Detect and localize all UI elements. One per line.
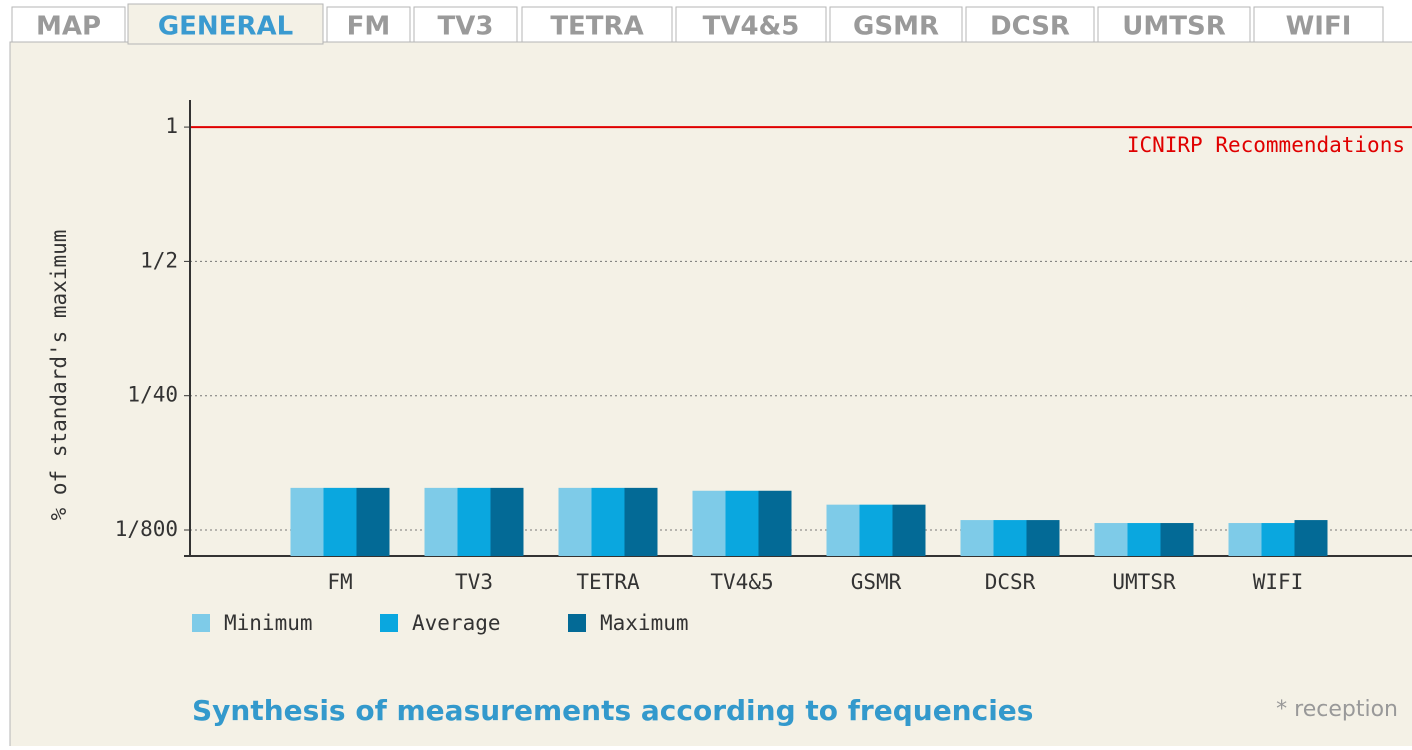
tab[interactable]	[11, 6, 126, 43]
bar	[892, 504, 926, 556]
bar	[356, 487, 390, 556]
bar	[826, 504, 860, 556]
bar	[424, 487, 458, 556]
x-tick-label: TETRA	[576, 570, 640, 594]
x-tick-label: FM	[327, 570, 352, 594]
tab-label[interactable]: TV4&5	[703, 12, 800, 42]
bar	[290, 487, 324, 556]
bar	[1261, 523, 1295, 556]
tab-label[interactable]: WIFI	[1286, 12, 1352, 42]
bar	[624, 487, 658, 556]
x-tick-label: DCSR	[985, 570, 1036, 594]
tab-label[interactable]: TETRA	[550, 12, 643, 42]
x-tick-label: WIFI	[1253, 570, 1304, 594]
x-tick-label: UMTSR	[1112, 570, 1176, 594]
tab[interactable]	[127, 3, 324, 45]
bar	[323, 487, 357, 556]
y-tick-label: 1/2	[140, 248, 178, 272]
tab-label[interactable]: GENERAL	[158, 12, 293, 42]
tab-label[interactable]: FM	[347, 12, 391, 42]
tab-bar: MAP GENERAL FM TV3 TETRA TV4&5 GSMR DCSR UMTSR WI…	[11, 3, 1384, 45]
bar	[1127, 523, 1161, 556]
bar	[558, 487, 592, 556]
bar	[725, 490, 759, 556]
tab[interactable]	[675, 6, 827, 43]
bar	[1094, 523, 1128, 556]
bar	[692, 490, 726, 556]
y-axis-label: % of standard's maximum	[47, 230, 71, 521]
bar	[457, 487, 491, 556]
bar	[490, 487, 524, 556]
legend-swatch	[380, 614, 398, 632]
tab[interactable]	[326, 6, 411, 43]
chart: 1 1/2 1/40 1/800 ICNIRP Recommendations % of …	[47, 100, 1412, 727]
legend-label: Maximum	[600, 611, 689, 635]
reference-label: ICNIRP Recommendations	[1127, 133, 1405, 157]
tab-label[interactable]: DCSR	[990, 12, 1070, 42]
bar	[591, 487, 625, 556]
tab-label[interactable]: TV3	[438, 12, 494, 42]
bar	[993, 520, 1027, 556]
y-tick-label: 1	[165, 114, 178, 138]
tab[interactable]	[1253, 6, 1384, 43]
tab[interactable]	[829, 6, 963, 43]
legend-label: Minimum	[224, 611, 313, 635]
legend-swatch	[192, 614, 210, 632]
x-tick-label: TV4&5	[710, 570, 773, 594]
y-tick-label: 1/800	[115, 517, 178, 541]
tab[interactable]	[1097, 6, 1251, 43]
tab[interactable]	[521, 6, 673, 43]
bar	[1026, 520, 1060, 556]
bar	[1228, 523, 1262, 556]
bar	[859, 504, 893, 556]
legend-label: Average	[412, 611, 501, 635]
x-tick-label: GSMR	[851, 570, 902, 594]
bar	[758, 490, 792, 556]
tab-label[interactable]: UMTSR	[1122, 12, 1225, 42]
tab-label[interactable]: MAP	[36, 12, 101, 42]
note: * reception	[1276, 697, 1398, 722]
bar	[1160, 523, 1194, 556]
y-tick-label: 1/40	[127, 383, 178, 407]
bar	[960, 520, 994, 556]
chart-title: Synthesis of measurements according to f…	[192, 694, 1033, 727]
tab[interactable]	[965, 6, 1095, 43]
bar	[1294, 520, 1328, 556]
tab[interactable]	[413, 6, 518, 43]
tab-label[interactable]: GSMR	[853, 12, 939, 42]
x-tick-label: TV3	[455, 570, 493, 594]
legend-swatch	[568, 614, 586, 632]
